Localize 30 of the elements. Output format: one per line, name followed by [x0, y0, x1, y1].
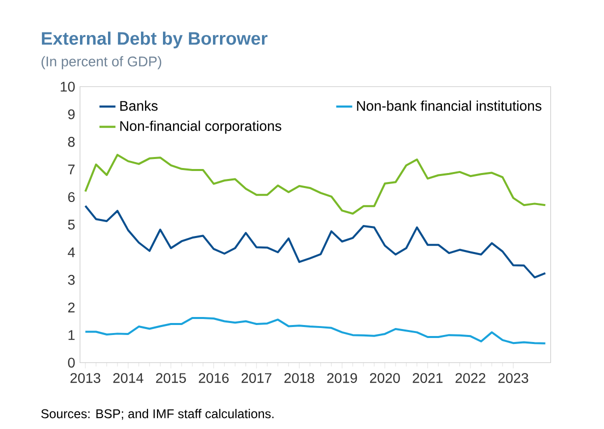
legend-label: Non-financial corporations — [120, 120, 282, 134]
y-tick-label: 1 — [68, 330, 75, 340]
y-tick-label: 9 — [68, 109, 75, 120]
chart-subtitle: (In percent of GDP) — [42, 56, 162, 70]
y-tick-label: 0 — [68, 358, 75, 368]
x-tick-label: 2017 — [242, 373, 272, 383]
x-tick-label: 2022 — [456, 373, 486, 383]
y-tick-label: 8 — [68, 136, 75, 147]
x-tick-label: 2018 — [284, 373, 314, 383]
line-series — [84, 154, 546, 215]
x-tick-label: 2019 — [327, 373, 357, 383]
y-tick-label: 3 — [68, 274, 75, 285]
x-tick-label: 2014 — [113, 373, 144, 383]
y-tick-label: 6 — [68, 192, 75, 202]
x-tick-label: 2020 — [370, 373, 400, 383]
y-tick-label: 5 — [68, 220, 75, 230]
y-tick-label: 4 — [68, 247, 75, 258]
line-series — [84, 204, 546, 278]
y-tick-label: 7 — [68, 164, 75, 174]
chart-title: External Debt by Borrower — [42, 32, 268, 48]
x-tick-label: 2023 — [498, 373, 528, 383]
legend-label: Non-bank financial institutions — [357, 100, 542, 111]
x-tick-label: 2013 — [70, 373, 100, 383]
x-tick-label: 2015 — [156, 373, 186, 383]
y-tick-label: 10 — [60, 82, 75, 92]
source-note: Sources: BSP; and IMF staff calculations. — [41, 408, 274, 420]
x-tick-label: 2021 — [412, 373, 443, 383]
x-tick-label: 2016 — [198, 373, 229, 383]
legend-label: Banks — [120, 100, 158, 111]
y-tick-label: 2 — [68, 302, 75, 312]
